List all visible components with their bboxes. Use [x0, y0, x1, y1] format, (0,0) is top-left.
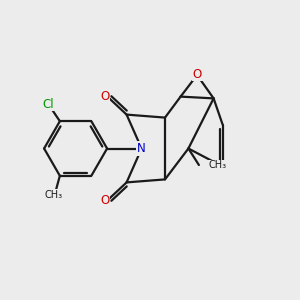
Text: Cl: Cl: [42, 98, 54, 111]
Text: N: N: [137, 142, 146, 155]
Text: CH₃: CH₃: [208, 160, 226, 170]
Text: O: O: [193, 68, 202, 81]
Text: CH₃: CH₃: [45, 190, 63, 200]
Text: O: O: [100, 194, 109, 208]
Text: O: O: [100, 89, 109, 103]
